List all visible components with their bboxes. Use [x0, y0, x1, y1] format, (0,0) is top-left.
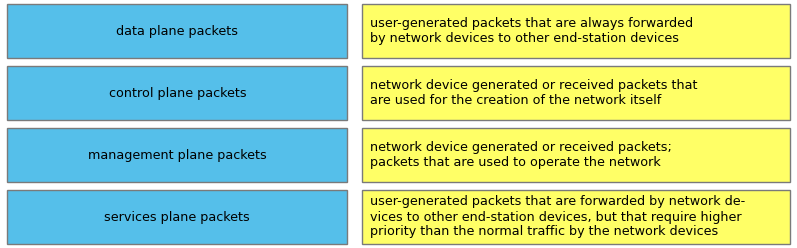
- FancyBboxPatch shape: [7, 190, 347, 244]
- Text: user-generated packets that are forwarded by network de-
vices to other end-stat: user-generated packets that are forwarde…: [370, 195, 745, 239]
- FancyBboxPatch shape: [362, 128, 790, 182]
- FancyBboxPatch shape: [7, 66, 347, 120]
- Text: network device generated or received packets that
are used for the creation of t: network device generated or received pac…: [370, 79, 697, 107]
- FancyBboxPatch shape: [7, 4, 347, 58]
- Text: data plane packets: data plane packets: [116, 25, 238, 37]
- FancyBboxPatch shape: [7, 128, 347, 182]
- Text: user-generated packets that are always forwarded
by network devices to other end: user-generated packets that are always f…: [370, 17, 693, 45]
- Text: control plane packets: control plane packets: [108, 87, 246, 99]
- Text: management plane packets: management plane packets: [88, 149, 267, 161]
- FancyBboxPatch shape: [362, 66, 790, 120]
- FancyBboxPatch shape: [362, 4, 790, 58]
- Text: network device generated or received packets;
packets that are used to operate t: network device generated or received pac…: [370, 141, 672, 169]
- Text: services plane packets: services plane packets: [104, 211, 250, 223]
- FancyBboxPatch shape: [362, 190, 790, 244]
